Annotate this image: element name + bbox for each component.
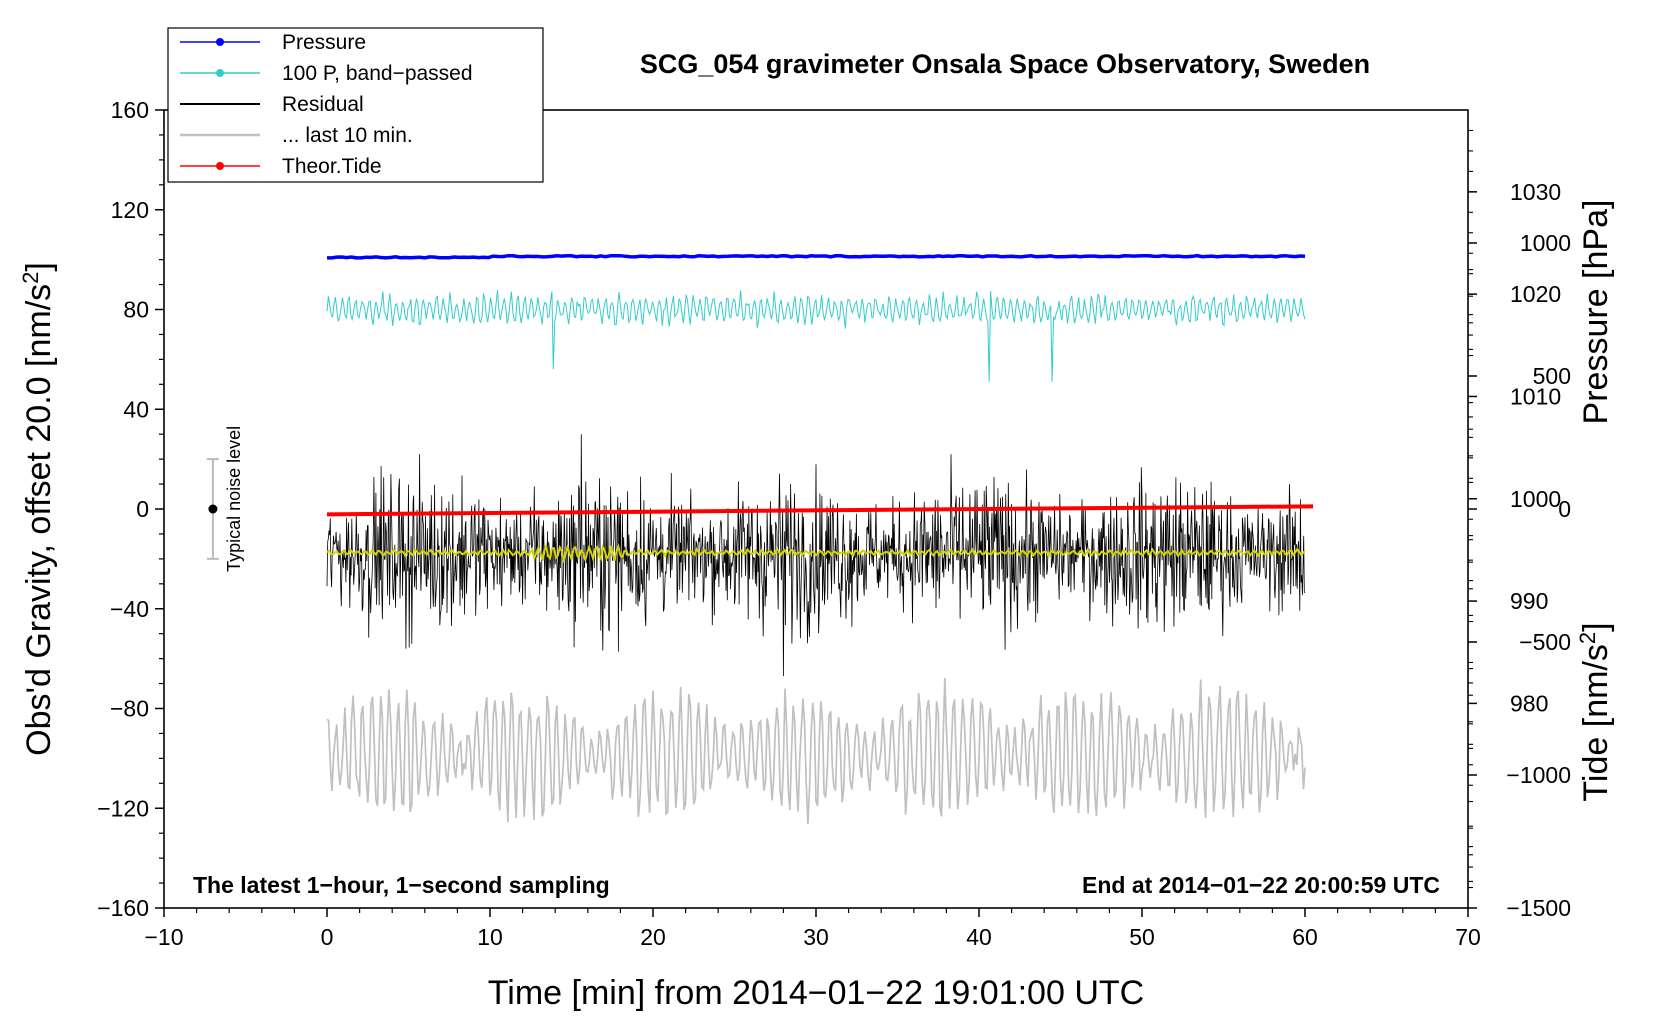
- tide-tick-label: 500: [1533, 363, 1571, 389]
- x-tick-label: 0: [321, 924, 334, 950]
- series-smoothed-residual: [326, 542, 1306, 564]
- y-tick-label: −80: [110, 696, 149, 722]
- annotation-sampling: The latest 1−hour, 1−second sampling: [193, 872, 610, 898]
- noise-marker: Typical noise level: [206, 426, 244, 572]
- x-tick-label: 20: [640, 924, 666, 950]
- y-axis-tide-title-main: Tide [nm/s: [1577, 644, 1615, 801]
- tide-tick-label: 0: [1558, 496, 1571, 522]
- pressure-tick-label: 990: [1510, 588, 1548, 614]
- x-tick-label: 60: [1292, 924, 1318, 950]
- x-tick-label: 40: [966, 924, 992, 950]
- y-tick-label: −40: [110, 596, 149, 622]
- legend-label: ... last 10 min.: [282, 124, 413, 147]
- y-axis-left-title-sup: 2: [18, 272, 43, 284]
- annotation-end-time: End at 2014−01−22 20:00:59 UTC: [1082, 872, 1440, 898]
- y-axis-left-title-end: ]: [20, 262, 58, 271]
- pressure-tick-label: 1020: [1510, 281, 1561, 307]
- series-layer: [326, 253, 1314, 825]
- legend: Pressure 100 P, band−passed Residual ... la…: [167, 27, 544, 183]
- y-axis-left: 160 120 80 40 0 −40 −80 −120 −160: [97, 97, 164, 921]
- legend-label: 100 P, band−passed: [282, 62, 473, 85]
- y-axis-left-title: Obs'd Gravity, offset 20.0 [nm/s2]: [18, 262, 59, 756]
- legend-label: Theor.Tide: [282, 155, 382, 178]
- pressure-tick-label: 1000: [1510, 486, 1561, 512]
- y-tick-label: 0: [136, 496, 149, 522]
- tide-tick-label: 1000: [1520, 230, 1571, 256]
- y-tick-label: 40: [123, 396, 149, 422]
- x-tick-label: 70: [1455, 924, 1481, 950]
- series-residual: [326, 434, 1306, 677]
- y-axis-pressure-title: Pressure [hPa]: [1577, 200, 1615, 425]
- x-tick-label: 10: [477, 924, 503, 950]
- legend-marker: [216, 38, 224, 46]
- x-axis: −10 0 10 20 30 40 50 60 70: [144, 908, 1481, 950]
- pressure-tick-label: 980: [1510, 690, 1548, 716]
- series-last-10-min: [326, 677, 1306, 825]
- tide-tick-label: −500: [1519, 629, 1571, 655]
- pressure-tick-label: 1010: [1510, 383, 1561, 409]
- tide-tick-label: −1000: [1506, 762, 1571, 788]
- noise-label: Typical noise level: [224, 426, 244, 572]
- y-tick-label: −120: [97, 795, 149, 821]
- y-axis-tide-title-sup: 2: [1575, 632, 1600, 644]
- pressure-tick-label: 1030: [1510, 179, 1561, 205]
- y-axis-left-title-main: Obs'd Gravity, offset 20.0 [nm/s: [20, 284, 58, 756]
- y-tick-label: 160: [111, 97, 149, 123]
- x-tick-label: 30: [803, 924, 829, 950]
- x-tick-label: −10: [144, 924, 183, 950]
- noise-dot: [208, 504, 218, 514]
- series-theor-tide: [326, 504, 1314, 517]
- legend-marker: [216, 69, 224, 77]
- legend-label: Pressure: [282, 31, 366, 54]
- y-axis-pressure: 1030 1020 1010 1000 990 980: [1468, 129, 1561, 889]
- series-pressure-bandpassed: [326, 289, 1306, 382]
- legend-label: Residual: [282, 93, 364, 116]
- x-axis-title: Time [min] from 2014−01−22 19:01:00 UTC: [488, 974, 1144, 1012]
- y-tick-label: 120: [111, 197, 149, 223]
- y-tick-label: 80: [123, 297, 149, 323]
- x-tick-label: 50: [1129, 924, 1155, 950]
- legend-marker: [216, 162, 224, 170]
- y-axis-tide: 1000 500 0 −500 −1000 −1500: [1468, 230, 1571, 921]
- chart-title: SCG_054 gravimeter Onsala Space Observat…: [640, 49, 1370, 79]
- y-axis-tide-title-end: ]: [1577, 622, 1615, 631]
- y-tick-label: −160: [97, 895, 149, 921]
- series-pressure: [327, 253, 1306, 260]
- tide-tick-label: −1500: [1506, 895, 1571, 921]
- y-axis-tide-title: Tide [nm/s2]: [1575, 622, 1616, 801]
